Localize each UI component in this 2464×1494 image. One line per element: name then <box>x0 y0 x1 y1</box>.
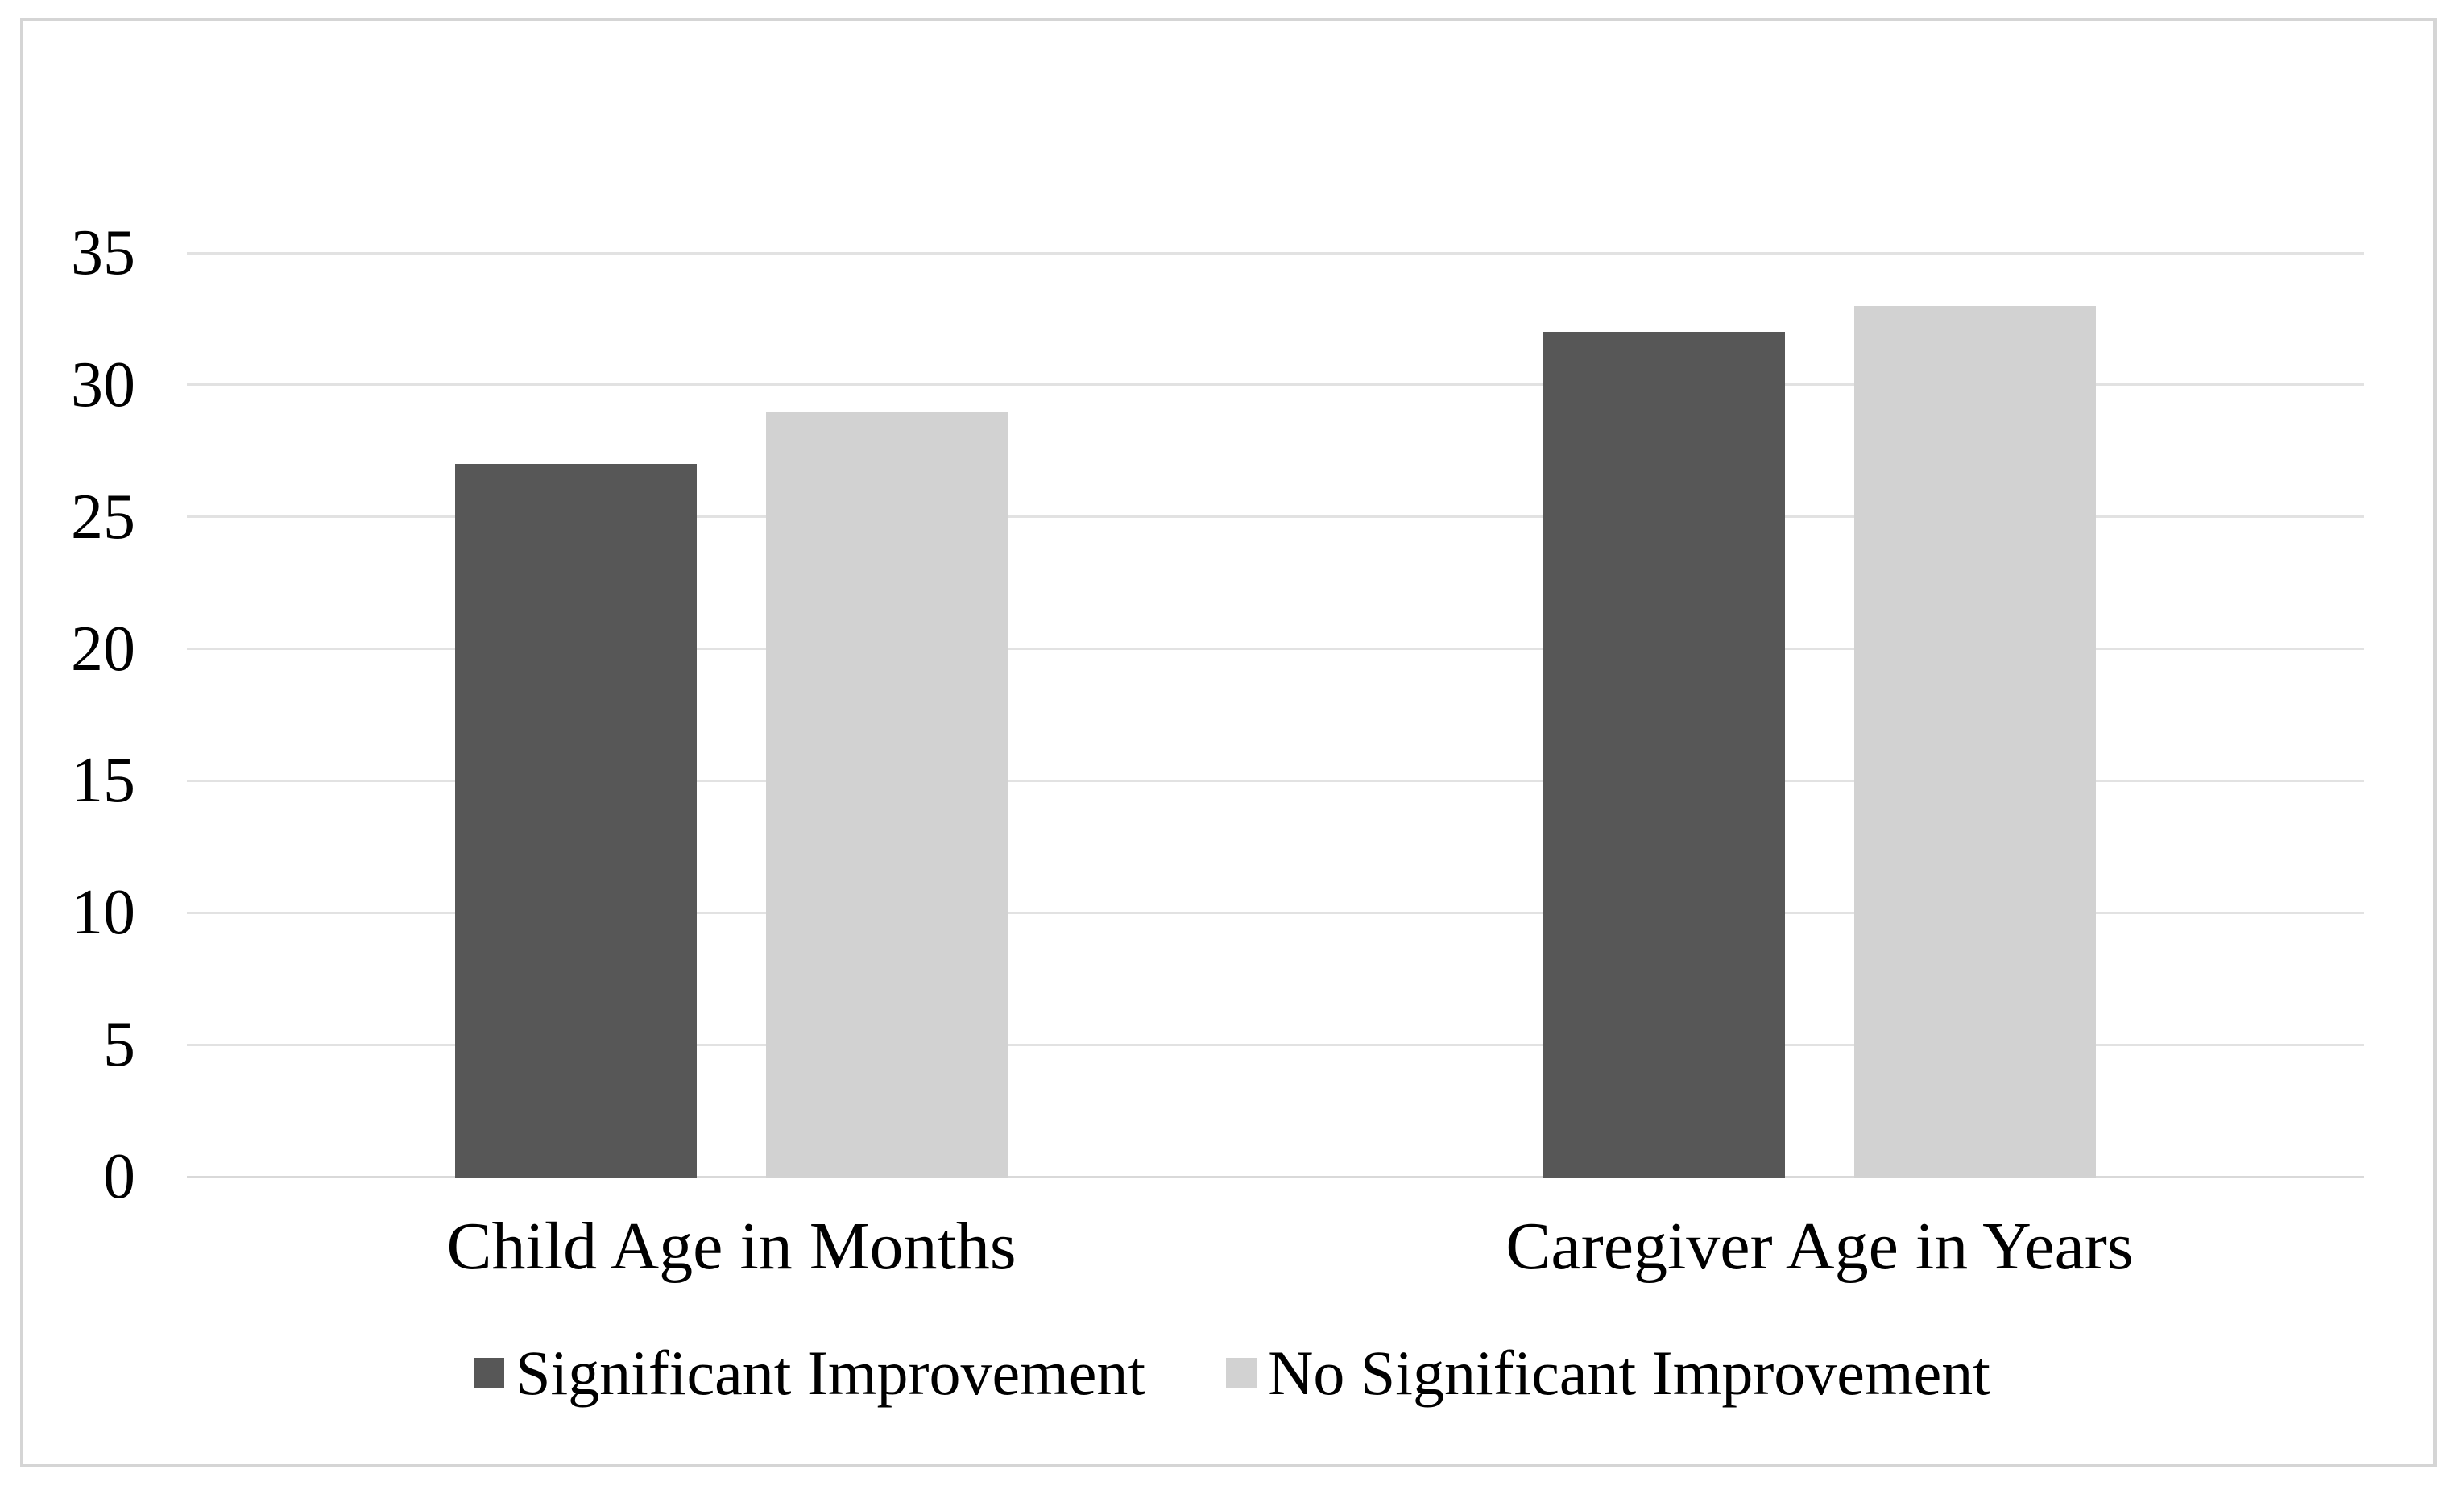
gridline <box>187 912 2364 914</box>
legend-item: Significant Improvement <box>474 1337 1145 1409</box>
gridline <box>187 383 2364 386</box>
y-axis-tick-label: 20 <box>71 614 135 685</box>
y-axis-tick-label: 25 <box>71 482 135 552</box>
legend-item-label: No Significant Improvement <box>1268 1338 1990 1408</box>
y-axis-tick-label: 35 <box>71 217 135 288</box>
y-axis-tick-label: 0 <box>103 1141 135 1212</box>
y-axis-tick-label: 10 <box>71 877 135 948</box>
gridline <box>187 648 2364 650</box>
x-axis-category-label: Child Age in Months <box>446 1209 1017 1284</box>
legend-item-label: Significant Improvement <box>516 1338 1146 1408</box>
bar <box>1854 306 2096 1178</box>
gridline <box>187 1044 2364 1046</box>
bar <box>455 464 697 1178</box>
y-axis-tick-label: 30 <box>71 350 135 420</box>
y-axis-tick-label: 5 <box>103 1009 135 1080</box>
legend-item: No Significant Improvement <box>1226 1337 1990 1409</box>
y-axis-tick-label: 15 <box>71 745 135 816</box>
gridline <box>187 1176 2364 1178</box>
legend-color-swatch <box>474 1358 505 1388</box>
gridline <box>187 252 2364 255</box>
legend: Significant Improvement No Significant Im… <box>0 1337 2464 1409</box>
bar <box>766 412 1008 1178</box>
legend-color-swatch <box>1226 1358 1257 1388</box>
x-axis-category-label: Caregiver Age in Years <box>1505 1209 2134 1284</box>
gridline <box>187 780 2364 782</box>
gridline <box>187 515 2364 518</box>
bar <box>1543 332 1785 1178</box>
